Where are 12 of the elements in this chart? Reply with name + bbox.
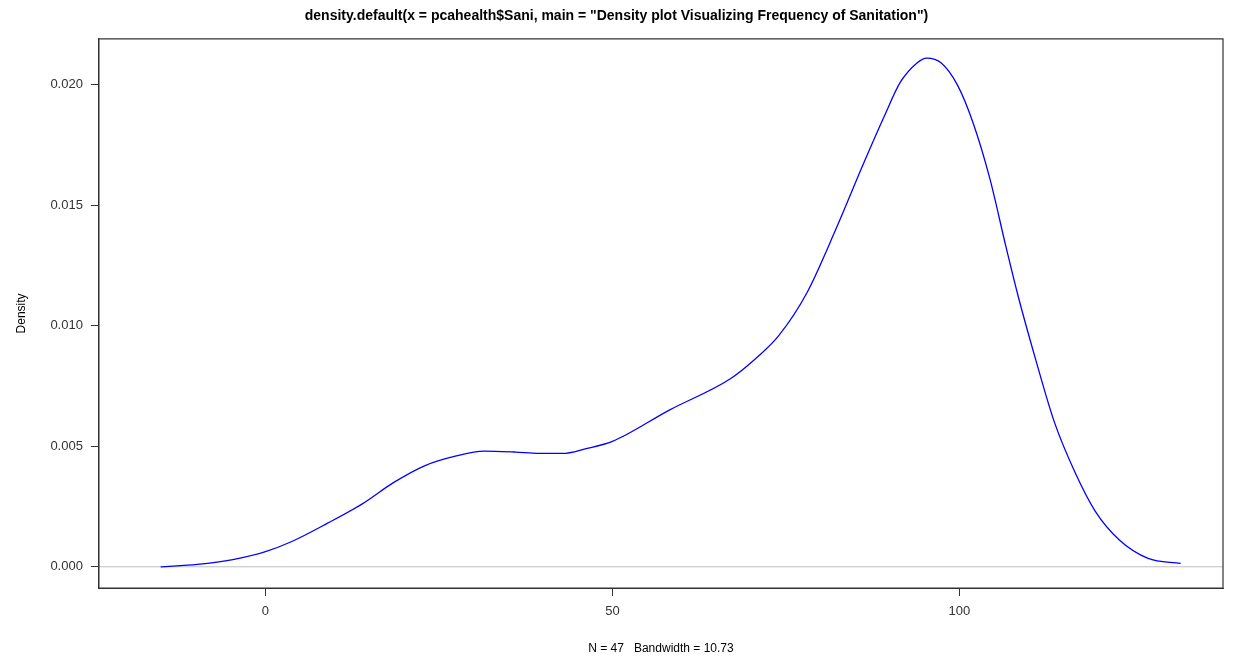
x-tick-label: 100	[948, 603, 971, 619]
line-series	[160, 57, 1182, 568]
x-axis-title: N = 47 Bandwidth = 10.73	[588, 641, 735, 656]
y-tick-label: 0.000	[50, 558, 83, 574]
x-tick-label: 50	[605, 603, 620, 619]
chart-title: density.default(x = pcahealth$Sani, main = "Density plot Visualizing Frequency of Sanitation")	[304, 7, 929, 24]
y-tick-label: 0.005	[50, 437, 83, 453]
x-tick-label: 0	[261, 603, 270, 619]
y-axis-title: Density	[13, 293, 28, 334]
y-tick-label: 0.010	[50, 317, 83, 333]
y-tick-label: 0.015	[50, 196, 83, 212]
y-tick-label: 0.020	[50, 76, 83, 92]
